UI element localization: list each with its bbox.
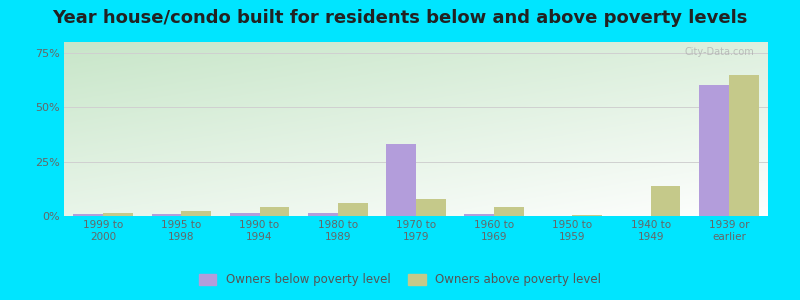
Bar <box>308 213 338 216</box>
Legend: Owners below poverty level, Owners above poverty level: Owners below poverty level, Owners above… <box>194 269 606 291</box>
Text: Year house/condo built for residents below and above poverty levels: Year house/condo built for residents bel… <box>52 9 748 27</box>
Bar <box>729 75 758 216</box>
Bar <box>386 144 416 216</box>
Bar <box>152 214 182 216</box>
Bar <box>494 207 524 216</box>
Bar <box>182 211 211 216</box>
Bar <box>465 214 494 216</box>
Bar <box>230 213 259 216</box>
Text: City-Data.com: City-Data.com <box>684 47 754 57</box>
Bar <box>259 207 290 216</box>
Bar <box>74 214 103 216</box>
Bar <box>103 213 133 216</box>
Bar <box>416 199 446 216</box>
Bar <box>338 203 367 216</box>
Bar <box>650 185 680 216</box>
Bar <box>699 85 729 216</box>
Bar <box>573 215 602 216</box>
